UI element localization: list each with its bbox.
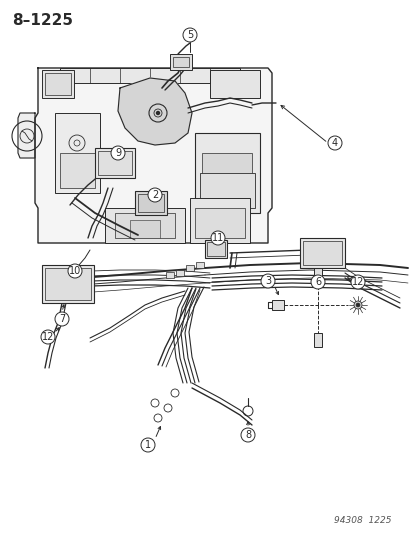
Text: 3: 3: [264, 276, 271, 286]
Circle shape: [211, 231, 224, 245]
Bar: [302, 241, 341, 265]
Text: 1: 1: [145, 440, 151, 450]
Circle shape: [355, 303, 359, 307]
Circle shape: [147, 188, 161, 202]
Text: 9: 9: [115, 148, 121, 158]
Text: 94308  1225: 94308 1225: [334, 516, 391, 525]
Bar: [195, 133, 259, 213]
Bar: [199, 173, 254, 208]
Circle shape: [156, 111, 159, 115]
Circle shape: [350, 275, 364, 289]
Polygon shape: [35, 68, 271, 243]
Circle shape: [41, 330, 55, 344]
Bar: [313, 266, 321, 280]
Bar: [206, 242, 224, 256]
Bar: [202, 153, 252, 173]
Bar: [166, 272, 173, 278]
Bar: [98, 151, 132, 175]
Bar: [190, 198, 249, 243]
Polygon shape: [118, 78, 192, 145]
Text: 10: 10: [69, 266, 81, 276]
Bar: [45, 268, 91, 300]
Circle shape: [310, 275, 324, 289]
Bar: [170, 54, 192, 70]
Bar: [176, 270, 183, 276]
Bar: [45, 73, 71, 95]
Text: 8: 8: [244, 430, 250, 440]
Circle shape: [183, 28, 197, 42]
Bar: [60, 153, 95, 188]
Bar: [95, 148, 135, 178]
Bar: [195, 208, 244, 238]
Text: 6: 6: [314, 277, 320, 287]
Bar: [60, 68, 240, 83]
Bar: [42, 70, 74, 98]
Bar: [42, 265, 94, 303]
Circle shape: [111, 146, 125, 160]
Circle shape: [68, 264, 82, 278]
Circle shape: [55, 312, 69, 326]
Bar: [105, 208, 185, 243]
Circle shape: [327, 136, 341, 150]
Bar: [135, 191, 166, 215]
Bar: [271, 300, 283, 310]
Bar: [130, 220, 159, 238]
Bar: [299, 238, 344, 268]
Text: 4: 4: [331, 138, 337, 148]
Bar: [204, 240, 226, 258]
Text: 8–1225: 8–1225: [12, 13, 73, 28]
Bar: [138, 194, 164, 212]
Text: 12: 12: [351, 277, 363, 287]
Circle shape: [260, 274, 274, 288]
Polygon shape: [18, 113, 35, 158]
Bar: [313, 333, 321, 347]
Circle shape: [353, 301, 361, 309]
Text: 5: 5: [186, 30, 192, 40]
Text: 2: 2: [152, 190, 158, 200]
Bar: [185, 265, 194, 271]
Bar: [55, 113, 100, 193]
Circle shape: [141, 438, 154, 452]
Circle shape: [240, 428, 254, 442]
Bar: [173, 57, 189, 67]
Text: 7: 7: [59, 314, 65, 324]
Text: 11: 11: [211, 233, 223, 243]
Text: 12: 12: [42, 332, 54, 342]
Bar: [209, 70, 259, 98]
Bar: [195, 262, 204, 268]
Bar: [115, 213, 175, 238]
